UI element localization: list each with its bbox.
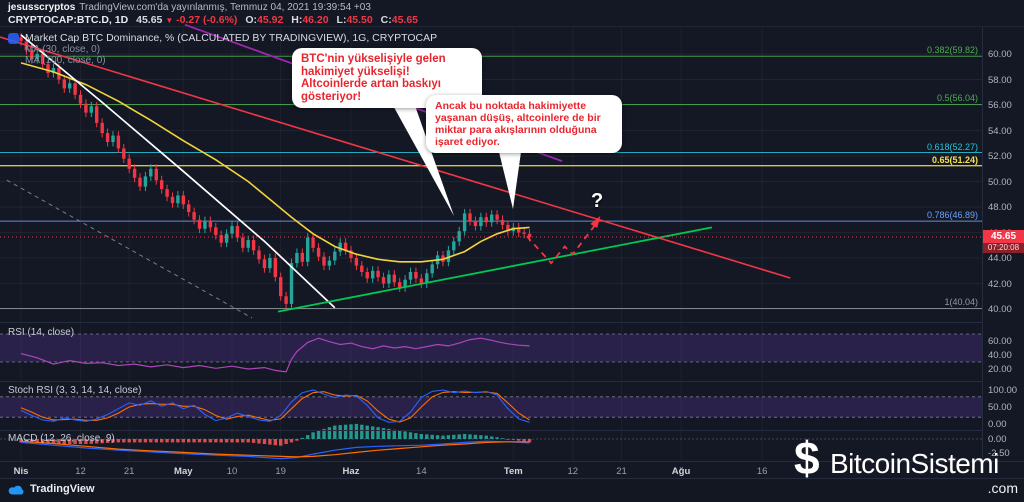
close-value: 45.65 xyxy=(391,14,419,26)
axis-label: 20.00 xyxy=(988,364,1012,375)
time-axis-label: 19 xyxy=(275,466,286,477)
axis-label: 60.00 xyxy=(988,336,1012,347)
low-value: 45.50 xyxy=(346,14,373,26)
axis-label: 52.00 xyxy=(988,151,1012,162)
time-scale[interactable]: Nis 12 21 May 10 19 Haz 14 Tem 12 21 Ağu 16 xyxy=(0,462,982,478)
time-axis-label: 21 xyxy=(616,466,627,477)
instrument-icon xyxy=(8,33,19,44)
axis-label: 42.00 xyxy=(988,278,1012,290)
header-separator xyxy=(0,26,1024,27)
bitcoinsistemi-tld: .com xyxy=(987,480,1018,496)
axis-label: 48.00 xyxy=(988,202,1012,213)
byline: jesusscryptos TradingView.com'da yayınlan… xyxy=(8,2,371,13)
tradingview-cloud-icon xyxy=(8,485,24,495)
axis-label: 0.00 xyxy=(988,419,1007,430)
bitcoinsistemi-watermark: $ BitcoinSistemi .com xyxy=(794,432,1020,496)
axis-label: 58.00 xyxy=(988,74,1012,86)
fib-level-label[interactable]: 0.382(59.82) xyxy=(926,45,978,56)
last-price: 45.65 xyxy=(136,14,163,26)
price-axis-border xyxy=(982,27,983,462)
axis-label: 50.00 xyxy=(988,402,1012,413)
time-axis-label: 10 xyxy=(226,466,238,477)
time-axis-label: Ağu xyxy=(671,466,691,477)
axis-label: 54.00 xyxy=(988,125,1012,137)
rsi-label[interactable]: RSI (14, close) xyxy=(8,327,75,338)
axis-label: 50.00 xyxy=(988,176,1012,188)
fib-level-label[interactable]: 0.5(56.04) xyxy=(936,93,978,104)
author-name: jesusscryptos xyxy=(8,2,76,13)
legend-title[interactable]: Market Cap BTC Dominance, % (CALCULATED … xyxy=(25,32,438,44)
close-label: C: xyxy=(380,14,392,26)
footer-bar xyxy=(0,478,1024,502)
fib-level-label[interactable]: 0.65(51.24) xyxy=(931,154,978,165)
axis-label: 40.00 xyxy=(988,350,1012,361)
high-value: 46.20 xyxy=(302,14,329,26)
time-axis-label: 12 xyxy=(567,466,579,477)
fib-level-label[interactable]: 1(40.04) xyxy=(944,297,978,308)
axis-label: 56.00 xyxy=(988,100,1012,111)
price-change: -0.27 (-0.6%) xyxy=(176,14,238,26)
byline-text: TradingView.com'da yayınlanmış, Temmuz 0… xyxy=(79,2,371,13)
axis-label: -2.50 xyxy=(988,448,1010,459)
time-axis-label: Nis xyxy=(13,466,29,477)
pane-separator-3[interactable] xyxy=(0,430,982,431)
bitcoinsistemi-logo-icon: $ xyxy=(794,432,820,484)
open-value: 45.92 xyxy=(257,14,284,26)
bar-countdown: 07:20:08 xyxy=(983,243,1024,253)
axis-label: 100.00 xyxy=(988,385,1018,396)
pane-separator-2[interactable] xyxy=(0,381,982,382)
time-axis-label: Haz xyxy=(342,466,360,477)
macd-label[interactable]: MACD (12, 26, close, 9) xyxy=(8,433,115,444)
time-axis-label: 14 xyxy=(416,466,427,477)
bitcoinsistemi-name: BitcoinSistemi xyxy=(830,448,999,479)
last-price-badge: 45.65 07:20:08 xyxy=(983,230,1024,253)
time-axis-border xyxy=(0,461,1024,462)
down-arrow-icon: ▼ xyxy=(165,16,174,25)
time-axis-label: May xyxy=(174,466,193,477)
high-label: H: xyxy=(291,14,303,26)
legend-ma100[interactable]: MA (100, close, 0) xyxy=(25,55,106,66)
time-axis-label: 16 xyxy=(756,466,768,477)
fib-level-label[interactable]: 0.786(46.89) xyxy=(926,210,978,221)
axis-label: 60.00 xyxy=(988,49,1012,60)
time-axis-label: Tem xyxy=(503,466,523,477)
axis-label: 0.00 xyxy=(988,434,1007,445)
symbol-ohlc-row: CRYPTOCAP:BTC.D, 1D 45.65 ▼ -0.27 (-0.6%… xyxy=(8,14,418,26)
question-mark-annotation[interactable]: ? xyxy=(591,190,604,212)
fib-level-label[interactable]: 0.618(52.27) xyxy=(926,141,978,152)
legend-ma30[interactable]: MA (30, close, 0) xyxy=(25,44,101,55)
time-axis-label: 21 xyxy=(123,466,135,477)
axis-label: 40.00 xyxy=(988,304,1012,315)
time-axis-label: 12 xyxy=(75,466,86,477)
annotation-bubble-2[interactable]: Ancak bu noktada hakimiyette yaşanan düş… xyxy=(426,95,622,153)
open-label: O: xyxy=(245,14,258,26)
tradingview-brand[interactable]: TradingView xyxy=(8,483,95,495)
symbol-name[interactable]: CRYPTOCAP:BTC.D, 1D xyxy=(8,14,129,26)
pane-separator-1[interactable] xyxy=(0,322,982,323)
badge-price: 45.65 xyxy=(983,230,1024,243)
tradingview-brand-text: TradingView xyxy=(30,483,95,495)
price-scale[interactable]: 60.0058.0056.0054.0052.0050.0048.0046.00… xyxy=(982,0,1024,478)
low-label: L: xyxy=(336,14,347,26)
stoch-rsi-label[interactable]: Stoch RSI (3, 3, 14, 14, close) xyxy=(8,385,142,396)
axis-label: 44.00 xyxy=(988,253,1012,264)
